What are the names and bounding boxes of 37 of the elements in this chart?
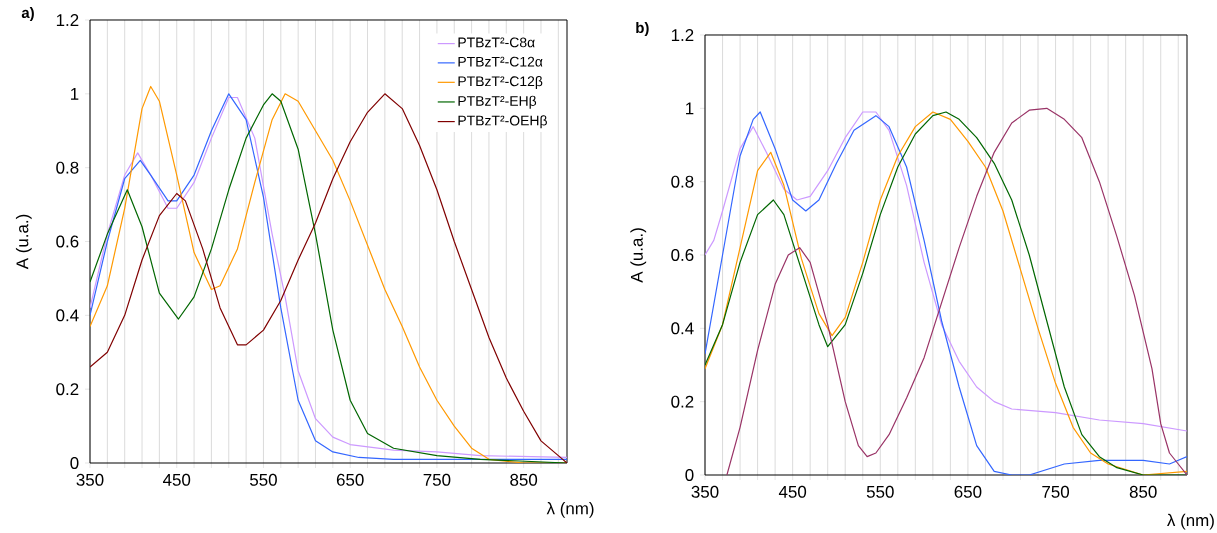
x-tick-label: 750	[423, 473, 451, 486]
y-tick-label: 0	[70, 457, 79, 469]
x-tick-label: 450	[778, 485, 807, 498]
y-tick-label: 0.6	[56, 235, 79, 248]
y-tick-label: 0.6	[671, 249, 694, 261]
x-tick-label: 750	[1042, 485, 1070, 498]
x-tick-label: 850	[1129, 485, 1157, 498]
y-tick-label: 0.4	[671, 322, 694, 335]
y-tick-label: 0.8	[671, 175, 694, 188]
legend-label: PTBzT²-C8α	[458, 37, 535, 48]
x-tick-label: 650	[336, 473, 364, 486]
y-tick-label: 0	[685, 469, 694, 481]
chart-title: b)	[636, 22, 649, 36]
x-axis-title: λ (nm)	[1167, 513, 1214, 530]
legend-label: PTBzT²-EHβ	[458, 95, 537, 109]
y-tick-label: 0.2	[56, 383, 79, 396]
legend-label: PTBzT²-C12β	[458, 76, 543, 89]
y-tick-label: 0.4	[56, 309, 79, 322]
x-tick-label: 550	[866, 485, 894, 498]
y-tick-label: 1.2	[671, 29, 694, 41]
x-axis-title: λ (nm)	[546, 502, 594, 518]
chart-title: a)	[21, 7, 34, 21]
x-tick-label: 550	[250, 473, 277, 486]
x-tick-label: 350	[691, 485, 719, 498]
x-tick-label: 350	[76, 473, 104, 486]
y-axis-title: A (u.a.)	[15, 214, 32, 270]
x-tick-label: 650	[954, 485, 982, 498]
x-tick-label: 850	[510, 473, 538, 486]
y-axis-title: A (u.a.)	[630, 228, 647, 283]
legend-label: PTBzT²-C12α	[458, 56, 543, 67]
y-tick-label: 1	[686, 102, 694, 115]
y-tick-label: 1.2	[56, 14, 79, 26]
y-tick-label: 1	[71, 88, 79, 100]
x-tick-label: 450	[162, 473, 191, 486]
y-tick-label: 0.2	[671, 395, 694, 408]
y-tick-label: 0.8	[56, 161, 79, 174]
legend-label: PTBzT²-OEHβ	[458, 115, 547, 129]
